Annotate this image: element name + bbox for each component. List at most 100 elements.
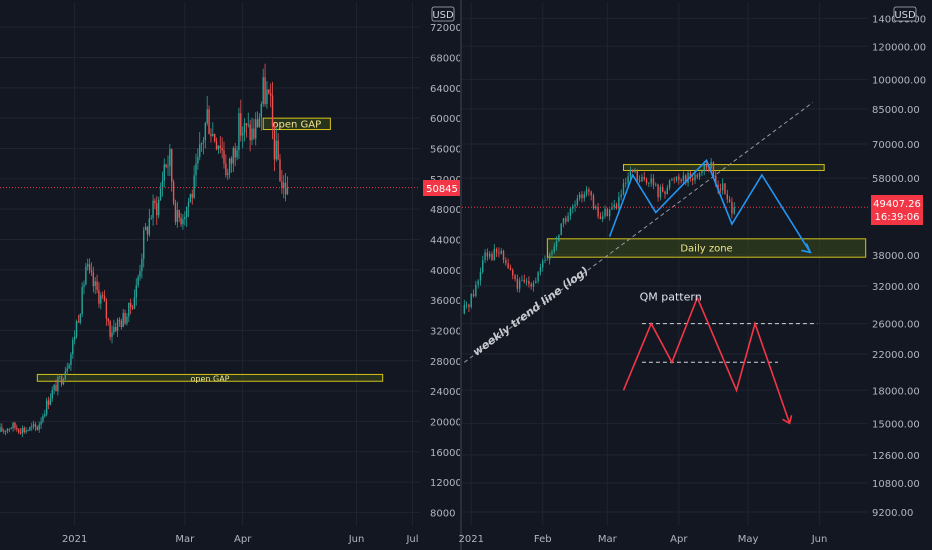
candle-body: [32, 424, 35, 427]
blue-path[interactable]: [608, 158, 811, 253]
candle-body: [479, 271, 482, 281]
right-currency-badge[interactable]: USD: [893, 6, 917, 22]
candle-body: [19, 432, 22, 434]
x-tick-label: May: [738, 534, 759, 545]
candle-body: [215, 141, 218, 150]
qm-pattern-drawing[interactable]: QM pattern: [622, 291, 818, 425]
candle-body: [25, 430, 27, 433]
candle-body: [488, 253, 491, 257]
candle-body: [482, 260, 484, 272]
candle-body: [585, 189, 588, 195]
y-tick-label: 40000: [430, 266, 462, 277]
candle-body: [477, 280, 479, 285]
candle-body: [57, 377, 59, 392]
candle-body: [463, 305, 466, 314]
right-last-price-tag: 49407.26 16:39:06: [871, 195, 923, 225]
right-zones[interactable]: Daily zone: [546, 164, 867, 258]
y-tick-label: 68000: [430, 53, 462, 64]
candle-body: [47, 400, 50, 405]
candle-body: [255, 119, 257, 139]
candle-body: [518, 280, 521, 289]
candle-body: [696, 174, 698, 177]
qm-path[interactable]: [622, 295, 791, 424]
candle-body: [77, 321, 80, 323]
right-time-axis[interactable]: 2021 Feb Mar Apr May Jun: [459, 534, 828, 545]
candle-body: [83, 284, 85, 288]
trend-line[interactable]: [464, 102, 813, 363]
candle-body: [535, 280, 537, 284]
candle-body: [195, 163, 197, 176]
candle-body: [629, 170, 632, 177]
left-time-axis[interactable]: 2021 Mar Apr Jun Jul: [62, 534, 419, 545]
candle-body: [122, 312, 124, 327]
candle-body: [724, 183, 726, 195]
candle-body: [532, 283, 535, 287]
candle-body: [131, 307, 134, 309]
candle-body: [664, 191, 666, 194]
candle-body: [154, 200, 156, 204]
left-last-price-tag: 50845: [423, 180, 461, 196]
candle-body: [221, 148, 223, 151]
left-chart-pane[interactable]: open GAP open GAP 8000 12000 16000 20000 2400…: [0, 2, 462, 545]
candle-body: [539, 267, 542, 273]
candle-body: [659, 186, 662, 198]
candle-body: [247, 124, 249, 126]
zone-box[interactable]: [262, 117, 331, 131]
candle-body: [525, 280, 528, 282]
candle-body: [14, 422, 16, 428]
candle-body: [682, 175, 685, 182]
candle-body: [671, 179, 673, 181]
candle-body: [180, 217, 182, 225]
right-price-axis[interactable]: 9200.00 10800.00 12600.00 15000.00 18000.00 2…: [872, 14, 926, 519]
zone-box[interactable]: [546, 238, 867, 258]
blue-projection-path[interactable]: [608, 158, 812, 254]
candle-body: [275, 140, 277, 160]
candle-body: [90, 269, 93, 273]
candle-body: [137, 276, 139, 286]
candle-body: [72, 339, 74, 355]
candle-body: [710, 161, 712, 168]
candle-body: [0, 427, 1, 433]
candle-body: [8, 428, 11, 430]
candle-body: [544, 259, 546, 261]
candle-body: [126, 316, 128, 324]
candle-body: [657, 184, 659, 198]
candle-body: [240, 113, 242, 136]
candle-body: [223, 150, 225, 164]
candle-body: [146, 226, 149, 235]
candle-body: [206, 109, 208, 124]
candle-body: [167, 166, 169, 168]
candle-body: [17, 429, 20, 433]
candle-body: [691, 178, 694, 181]
candle-body: [500, 250, 502, 254]
candle-body: [726, 194, 728, 200]
candle-body: [10, 428, 12, 430]
y-tick-label: 26000.00: [872, 320, 920, 331]
zone-box[interactable]: [36, 373, 384, 382]
candle-body: [712, 161, 715, 176]
candle-body: [98, 289, 100, 304]
candle-body: [81, 287, 83, 315]
y-tick-label: 120000.00: [872, 42, 926, 53]
y-tick-label: 8000: [430, 508, 455, 519]
candle-body: [96, 281, 98, 290]
left-zones[interactable]: open GAP open GAP: [36, 117, 384, 383]
candle-body: [685, 175, 687, 183]
candle-body: [85, 266, 87, 285]
left-candles: [0, 63, 289, 438]
candle-body: [135, 285, 137, 298]
candle-body: [268, 89, 270, 94]
candle-body: [673, 179, 675, 181]
candle-body: [516, 279, 519, 289]
candle-body: [197, 157, 199, 164]
left-currency-label: USD: [432, 10, 454, 21]
candle-body: [202, 140, 205, 143]
right-countdown-label: 16:39:06: [875, 212, 920, 223]
candle-body: [721, 183, 724, 191]
y-tick-label: 36000: [430, 296, 462, 307]
candle-body: [632, 170, 634, 172]
candle-body: [219, 145, 221, 149]
candle-body: [648, 182, 650, 184]
zone-box[interactable]: [622, 164, 825, 171]
left-currency-badge[interactable]: USD: [431, 6, 455, 22]
